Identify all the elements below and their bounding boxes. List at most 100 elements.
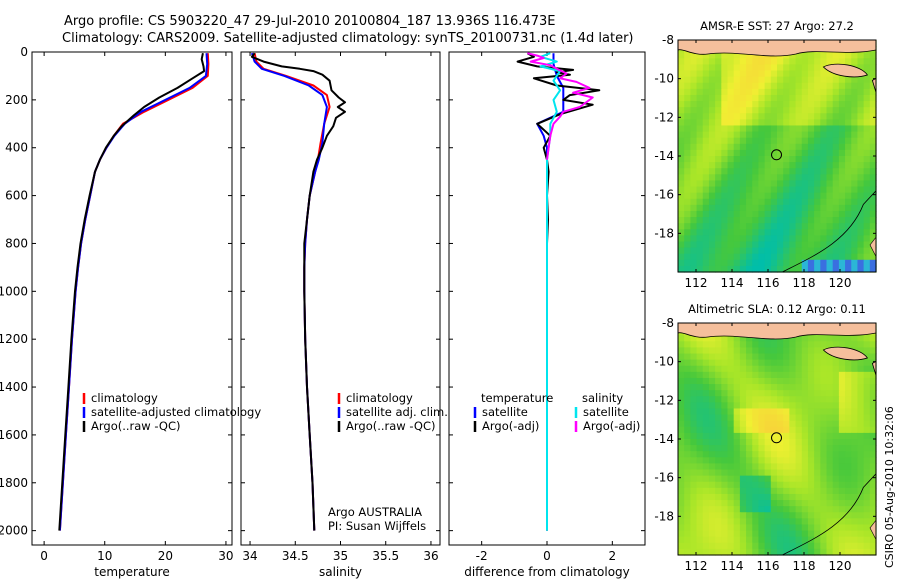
map-cell	[758, 371, 766, 379]
map-cell	[746, 137, 753, 145]
map-cell	[783, 186, 790, 194]
map-cell	[851, 481, 859, 489]
legend-entry: satellite	[583, 405, 629, 419]
map-cell	[851, 365, 859, 373]
map-cell	[801, 259, 809, 273]
map-cell	[764, 101, 772, 108]
map-xtick-label: 118	[793, 276, 816, 290]
map-cell	[869, 414, 877, 422]
map-cell	[770, 168, 778, 175]
map-cell	[863, 143, 871, 151]
map-cell	[721, 371, 729, 379]
map-cell	[708, 210, 716, 218]
map-cell	[838, 58, 846, 66]
map-cell	[764, 439, 772, 446]
map-cell	[733, 353, 741, 361]
map-cell	[814, 174, 821, 182]
map-cell	[826, 518, 834, 526]
xtick-label: -2	[476, 549, 488, 563]
map-cell	[814, 457, 821, 465]
map-cell	[845, 156, 852, 163]
map-cell	[758, 204, 766, 212]
map-cell	[715, 536, 722, 544]
map-cell	[733, 88, 741, 96]
map-cell	[795, 371, 803, 379]
map-cell	[863, 390, 871, 397]
map-cell	[739, 536, 747, 544]
map-cell	[696, 186, 704, 194]
map-cell	[696, 265, 704, 273]
map-cell	[851, 420, 859, 428]
land-island	[822, 63, 869, 78]
map-cell	[758, 420, 766, 428]
map-cell	[789, 70, 797, 78]
map-cell	[684, 70, 691, 78]
map-cell	[857, 493, 865, 501]
map-cell	[739, 204, 747, 212]
map-cell	[684, 186, 691, 194]
map-cell	[708, 253, 716, 261]
map-cell	[807, 223, 815, 230]
map-cell	[764, 390, 772, 397]
map-cell	[777, 204, 784, 212]
map-cell	[863, 156, 871, 163]
map-cell	[845, 210, 852, 218]
map-cell	[733, 493, 741, 501]
map-cell	[789, 247, 797, 255]
map-cell	[678, 235, 685, 243]
map-cell	[807, 137, 815, 145]
map-cell	[739, 259, 747, 267]
map-cell	[727, 64, 735, 72]
map-cell	[832, 377, 840, 385]
map-cell	[739, 107, 747, 114]
map-cell	[678, 347, 685, 355]
map-cell	[795, 107, 803, 114]
map-cell	[678, 518, 685, 526]
map-cell	[863, 512, 871, 519]
xtick-label: 0	[40, 549, 48, 563]
map-cell	[863, 542, 871, 550]
map-cell	[690, 229, 698, 236]
map-cell	[863, 223, 871, 230]
map-cell	[851, 223, 859, 230]
series-line-climatology	[253, 52, 331, 531]
map-cell	[702, 365, 710, 373]
map-cell	[690, 420, 698, 428]
map-xtick-label: 112	[685, 276, 708, 290]
map-cell	[746, 210, 753, 218]
map-cell	[721, 204, 729, 212]
map-cell	[696, 107, 704, 114]
map-cell	[684, 414, 691, 422]
map-cell	[764, 76, 772, 84]
map-cell	[807, 487, 815, 495]
map-cell	[733, 420, 741, 428]
map-cell	[807, 143, 815, 151]
map-cell	[696, 229, 704, 236]
map-cell	[764, 359, 772, 367]
map-cell	[857, 469, 865, 477]
map-cell	[739, 408, 747, 416]
map-cell	[752, 353, 760, 361]
map-cell	[783, 518, 790, 526]
map-cell	[869, 210, 877, 218]
map-cell	[863, 241, 871, 249]
map-cell	[832, 506, 840, 513]
map-cell	[789, 113, 797, 120]
map-cell	[727, 217, 735, 224]
map-cell	[684, 542, 691, 550]
map-cell	[715, 426, 722, 434]
map-cell	[832, 204, 840, 212]
map-cell	[684, 506, 691, 513]
map-cell	[777, 131, 784, 139]
map-cell	[721, 542, 729, 550]
map-cell	[752, 426, 760, 434]
map-cell	[696, 253, 704, 261]
map-cell	[851, 426, 859, 434]
map-cell	[826, 223, 834, 230]
map-cell	[758, 530, 766, 538]
map-cell	[845, 198, 852, 206]
map-cell	[814, 253, 821, 261]
map-cell	[678, 94, 685, 102]
map-cell	[826, 408, 834, 416]
